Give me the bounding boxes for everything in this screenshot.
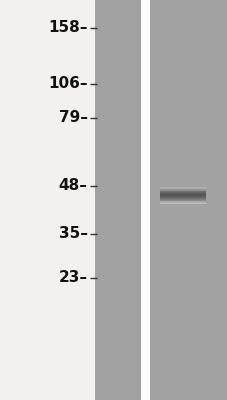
Bar bbox=[159, 190, 205, 192]
Bar bbox=[159, 188, 205, 189]
Bar bbox=[150, 0, 227, 400]
Bar bbox=[159, 198, 205, 199]
Text: 79–: 79– bbox=[59, 110, 87, 126]
Bar bbox=[141, 0, 150, 400]
Bar bbox=[159, 200, 205, 201]
Bar bbox=[159, 199, 205, 200]
Bar bbox=[159, 201, 205, 202]
Bar bbox=[94, 0, 141, 400]
Text: 106–: 106– bbox=[48, 76, 87, 92]
Bar bbox=[159, 193, 205, 194]
Text: 23–: 23– bbox=[58, 270, 87, 286]
Bar bbox=[159, 195, 205, 196]
Text: 48–: 48– bbox=[59, 178, 87, 194]
Bar bbox=[159, 189, 205, 190]
Bar bbox=[159, 196, 205, 197]
Text: 158–: 158– bbox=[48, 20, 87, 36]
Bar bbox=[159, 194, 205, 195]
Text: 35–: 35– bbox=[59, 226, 87, 242]
Bar bbox=[159, 197, 205, 198]
Bar bbox=[159, 202, 205, 203]
Bar bbox=[159, 192, 205, 193]
Bar bbox=[159, 203, 205, 204]
Bar bbox=[159, 187, 205, 188]
